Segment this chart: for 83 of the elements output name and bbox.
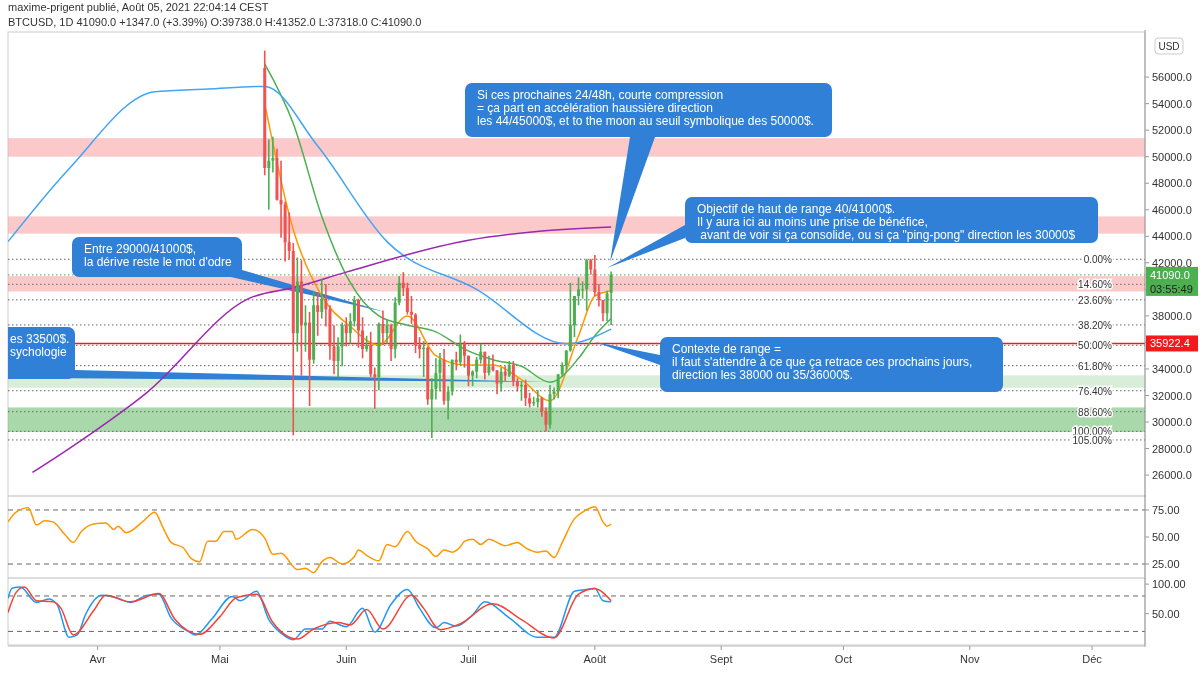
candlestick [340,321,344,368]
x-tick-label: Août [583,653,607,665]
y-tick-label: 50000.0 [1152,150,1192,163]
y-tick-label: 42000.0 [1152,256,1192,269]
candlestick [385,319,389,345]
candlestick [495,369,499,395]
y-tick-label: 50.00 [1152,607,1180,620]
annotation: Objectif de haut de range 40/41000$. Il y aura ici au moins une prise de bénéfice, avant de voir si ça consolide, ou si ça "ping-pong" direction les 30000$ [697,202,1076,242]
annotation: 38.20% [1078,319,1113,331]
candlestick [267,138,271,211]
annotation: es 33500$. sychologie [10,332,70,359]
candlestick [483,350,487,381]
candlestick [503,365,507,382]
x-tick-label: Déc [1082,653,1103,665]
x-tick-label: Mai [211,653,229,665]
chart-subtitle: maxime-prigent publié, Août 05, 2021 22:04:14 CEST [8,1,269,13]
y-tick-label: 34000.0 [1152,362,1192,375]
ref-line-label: 35922.4 [1150,337,1190,350]
y-tick-label: 38000.0 [1152,309,1192,322]
text: 03:55:49 [1150,282,1193,295]
candlestick [409,295,413,325]
candlestick [401,271,405,297]
annotation: 0.00% [1083,254,1113,266]
candlestick [446,385,450,421]
x-tick-label: Juin [336,653,357,665]
candlestick [564,349,568,372]
x-tick-label: Juil [460,653,477,665]
y-tick-label: 48000.0 [1152,177,1192,190]
candlestick [352,295,356,328]
candlestick [430,377,434,439]
candlestick [320,277,324,320]
candlestick [524,378,528,407]
candlestick [487,354,491,377]
y-tick-label: 54000.0 [1152,97,1192,110]
y-tick-label: 32000.0 [1152,389,1192,402]
y-tick-label: 25.00 [1152,558,1180,571]
x-tick-label: Avr [89,653,107,665]
candlestick [389,323,393,362]
y-tick-label: 56000.0 [1152,71,1192,84]
y-tick-label: 30000.0 [1152,416,1192,429]
candlestick [316,291,320,337]
candlestick [405,281,409,316]
y-tick-label: 75.00 [1152,503,1180,516]
candlestick [348,312,352,345]
candlestick [373,366,377,410]
candlestick [577,276,581,307]
candlestick [467,354,471,388]
candlestick [462,340,466,369]
ref-line-label: 41090.0 [1150,268,1190,281]
candlestick [344,316,348,348]
y-tick-label: 100.00 [1152,578,1186,591]
y-tick-label: 28000.0 [1152,442,1192,455]
x-tick-label: Sept [709,653,733,665]
y-tick-label: 46000.0 [1152,203,1192,216]
y-tick-label: 52000.0 [1152,124,1192,137]
chart-title: BTCUSD, 1D 41090.0 +1347.0 (+3.39%) O:39738.0 H:41352.0 L:37318.0 C:41090.0 [8,16,422,28]
candlestick [593,254,597,297]
annotation: Entre 29000/41000$, la dérive reste le mot d'odre [84,242,233,269]
candlestick [458,333,462,366]
candlestick [361,316,365,360]
candlestick [536,389,540,409]
x-tick-label: Nov [959,653,981,665]
y-tick-label: 50.00 [1152,531,1180,543]
annotation: 14.60% [1078,279,1113,291]
y-tick-label: 26000.0 [1152,469,1192,482]
candlestick [491,353,495,373]
annotation: 88.60% [1078,406,1113,418]
candlestick [332,324,336,376]
y-axis-title: USD [1158,41,1180,52]
candlestick [511,360,515,388]
candlestick [475,356,479,380]
annotation: 61.80% [1078,360,1113,372]
annotation: Contexte de range = il faut s'attendre à ce que ça retrace ces prochains jours, direction les 38000 ou 35/36000$. [672,342,973,382]
candlestick [479,342,483,365]
y-tick-label: 44000.0 [1152,230,1192,243]
annotation: 23.60% [1078,294,1113,306]
candlestick [381,309,385,346]
annotation: Si ces prochaines 24/48h, courte compression = ça part en accélération haussière direction les 44/45000$, et to the moon au seuil symbolique des 50000$. [477,88,814,128]
annotation: 76.40% [1078,385,1113,397]
line-series [8,505,612,574]
x-tick-label: Oct [834,653,852,665]
candlestick [418,336,422,360]
candlestick [499,366,503,393]
